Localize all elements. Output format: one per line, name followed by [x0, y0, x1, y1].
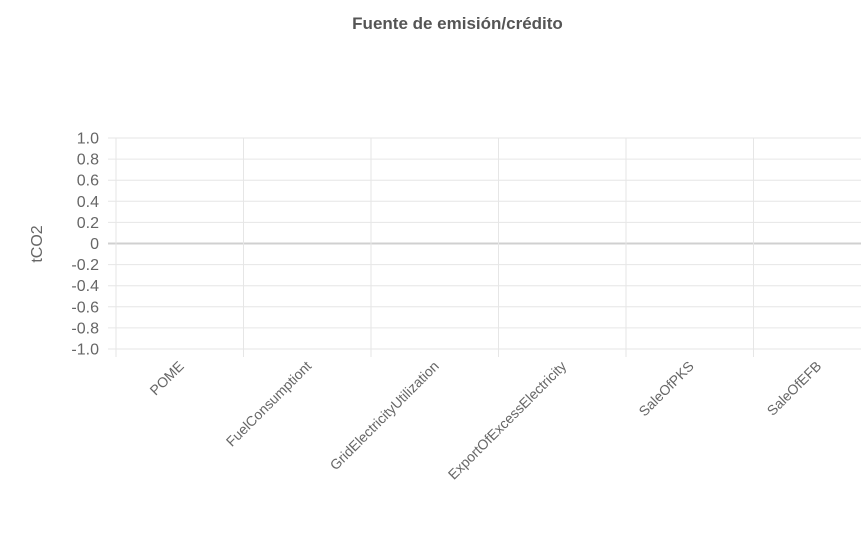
grid-lines: [108, 137, 861, 357]
x-tick-label: SaleOfEFB: [764, 358, 825, 419]
x-tick-label: FuelConsumptiont: [223, 358, 315, 450]
y-tick-label: 0.6: [77, 173, 99, 190]
y-tick-label: -0.2: [71, 257, 99, 274]
x-axis-ticks: POME FuelConsumptiont GridElectricityUtili…: [146, 358, 824, 483]
x-tick-label: GridElectricityUtilization: [327, 358, 442, 473]
y-tick-label: -0.6: [71, 299, 99, 316]
chart-title: Fuente de emisión/crédito: [352, 14, 563, 33]
y-axis-ticks: 1.0 0.8 0.6 0.4 0.2 0 -0.2 -0.4 -0.6 -0.8 -1.0: [71, 131, 99, 359]
y-tick-label: 1.0: [77, 131, 99, 148]
y-axis-title: tCO2: [29, 225, 46, 262]
y-tick-label: 0: [90, 236, 99, 253]
x-tick-label: SaleOfPKS: [635, 358, 696, 419]
y-tick-label: -0.8: [71, 320, 99, 337]
y-tick-label: -1.0: [71, 342, 99, 359]
y-tick-label: 0.8: [77, 152, 99, 169]
x-tick-label: POME: [146, 358, 186, 398]
x-tick-label: ExportOfExcessElectricity: [445, 358, 570, 483]
y-tick-label: -0.4: [71, 278, 99, 295]
y-tick-label: 0.4: [77, 194, 99, 211]
y-tick-label: 0.2: [77, 215, 99, 232]
